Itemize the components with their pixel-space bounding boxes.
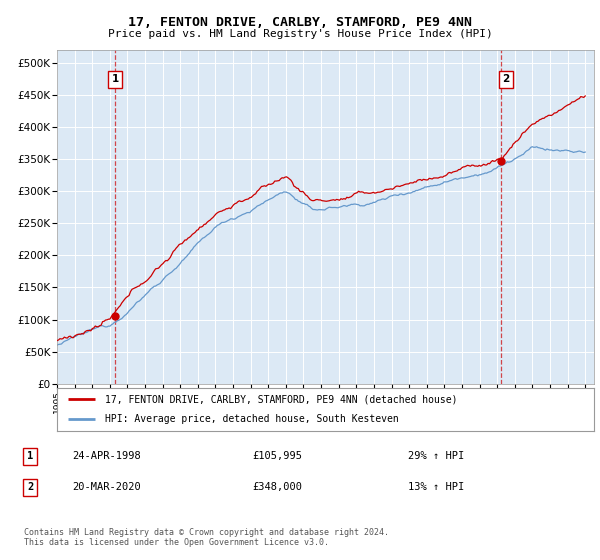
Text: £348,000: £348,000 — [252, 482, 302, 492]
Text: Contains HM Land Registry data © Crown copyright and database right 2024.
This d: Contains HM Land Registry data © Crown c… — [24, 528, 389, 547]
Text: 17, FENTON DRIVE, CARLBY, STAMFORD, PE9 4NN (detached house): 17, FENTON DRIVE, CARLBY, STAMFORD, PE9 … — [106, 394, 458, 404]
Text: 1: 1 — [112, 74, 119, 84]
Text: 2: 2 — [27, 482, 33, 492]
Text: Price paid vs. HM Land Registry's House Price Index (HPI): Price paid vs. HM Land Registry's House … — [107, 29, 493, 39]
Text: 29% ↑ HPI: 29% ↑ HPI — [408, 451, 464, 461]
Text: HPI: Average price, detached house, South Kesteven: HPI: Average price, detached house, Sout… — [106, 414, 399, 424]
Text: 2: 2 — [502, 74, 509, 84]
Text: 20-MAR-2020: 20-MAR-2020 — [72, 482, 141, 492]
Text: £105,995: £105,995 — [252, 451, 302, 461]
Text: 1: 1 — [27, 451, 33, 461]
Text: 17, FENTON DRIVE, CARLBY, STAMFORD, PE9 4NN: 17, FENTON DRIVE, CARLBY, STAMFORD, PE9 … — [128, 16, 472, 29]
Text: 13% ↑ HPI: 13% ↑ HPI — [408, 482, 464, 492]
Text: 24-APR-1998: 24-APR-1998 — [72, 451, 141, 461]
